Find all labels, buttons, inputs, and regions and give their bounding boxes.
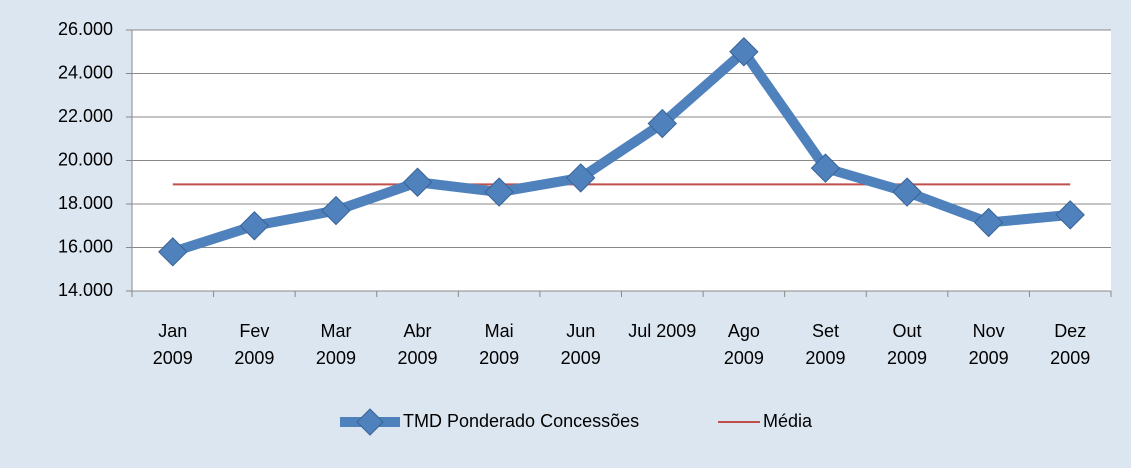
x-tick-label: Dez 2009 (1050, 321, 1091, 368)
x-tick-label: Abr 2009 (397, 321, 438, 368)
series-line (171, 46, 1071, 257)
marker (973, 207, 1004, 238)
y-tick-label: 16.000 (58, 236, 113, 256)
x-tick-label: Jan 2009 (152, 321, 193, 368)
legend-label: Média (763, 411, 813, 431)
x-tick-label: Fev 2009 (234, 321, 275, 368)
x-tick-label: Nov 2009 (968, 321, 1009, 368)
y-tick-label: 26.000 (58, 19, 113, 39)
marker (321, 195, 351, 226)
y-tick-label: 18.000 (58, 193, 113, 213)
marker (810, 153, 841, 183)
marker (647, 108, 677, 139)
marker (729, 37, 759, 67)
marker (158, 237, 188, 267)
x-tick-label: Ago 2009 (723, 321, 764, 368)
marker (1055, 200, 1085, 230)
marker (892, 177, 922, 207)
marker (239, 211, 270, 241)
x-tick-label: Jul 2009 (628, 321, 697, 341)
marker (402, 167, 433, 197)
x-tick-label: Mai 2009 (479, 321, 520, 368)
x-tick-label: Jun 2009 (560, 321, 601, 368)
marker (484, 177, 514, 207)
x-tick-label: Mar 2009 (315, 321, 356, 368)
marker (566, 163, 596, 193)
y-tick-label: 14.000 (58, 280, 113, 300)
y-tick-label: 22.000 (58, 106, 113, 126)
legend-marker (356, 408, 384, 436)
y-tick-label: 24.000 (58, 62, 113, 82)
legend-label: TMD Ponderado Concessões (403, 411, 639, 431)
x-tick-label: Set 2009 (805, 321, 846, 368)
x-tick-label: Out 2009 (887, 321, 928, 368)
y-tick-label: 20.000 (58, 149, 113, 169)
